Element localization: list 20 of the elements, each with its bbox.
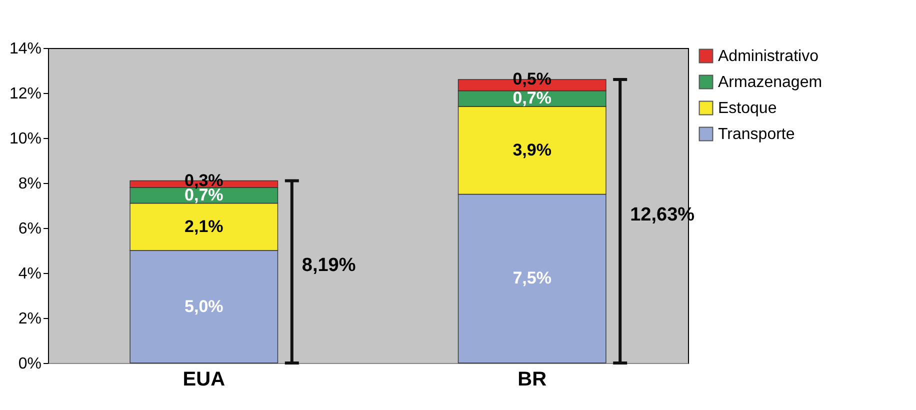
y-tick-label: 0% <box>18 356 42 372</box>
x-tick-label: BR <box>518 368 548 390</box>
x-tick-label: EUA <box>182 368 226 390</box>
y-tick-label: 2% <box>18 310 42 328</box>
legend-label: Administrativo <box>718 48 819 65</box>
legend-label: Estoque <box>718 100 777 117</box>
y-tick-label: 4% <box>18 266 42 282</box>
legend-label: Armazenagem <box>718 74 822 91</box>
y-tick-label: 12% <box>9 86 42 102</box>
data-label: 3,9% <box>512 140 552 160</box>
data-label: 7,5% <box>512 268 552 288</box>
data-label: 2,1% <box>184 216 224 236</box>
data-label: 0,7% <box>512 88 552 108</box>
y-tick-label: 14% <box>9 40 42 58</box>
annotation: 8,19% <box>302 255 356 276</box>
y-tick-label: 8% <box>18 176 42 192</box>
legend-label: Transporte <box>718 126 795 143</box>
y-tick-label: 6% <box>18 220 42 238</box>
y-tick-label: 10% <box>9 130 42 148</box>
data-label: 5,0% <box>184 296 224 316</box>
